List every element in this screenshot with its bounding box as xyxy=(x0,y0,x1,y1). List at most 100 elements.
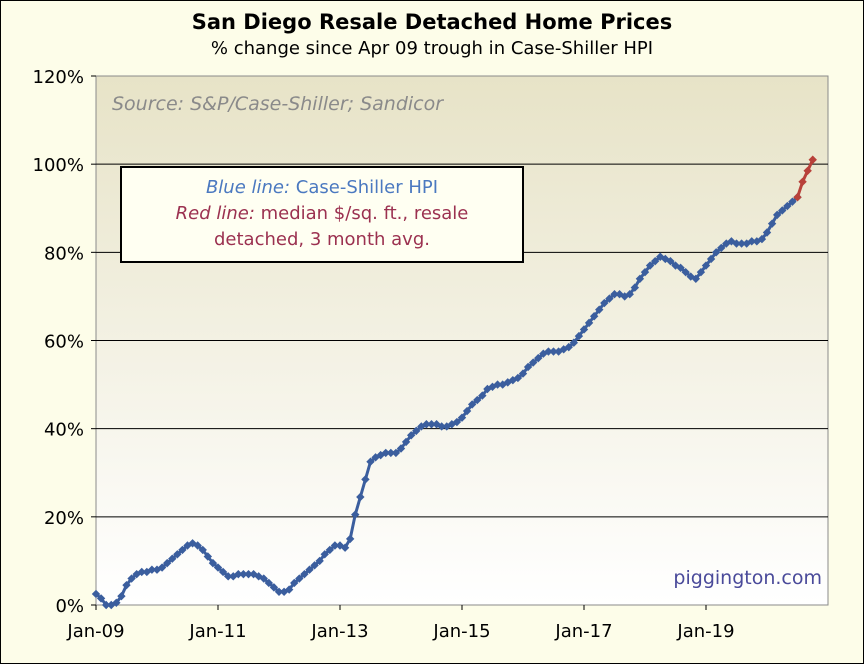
case-shiller-point xyxy=(269,583,279,592)
case-shiller-point xyxy=(112,598,121,607)
case-shiller-point xyxy=(310,561,319,570)
legend-blue-label: Blue line: xyxy=(205,177,291,198)
legend-red-label: Red line: xyxy=(175,203,255,224)
case-shiller-point xyxy=(569,338,579,347)
case-shiller-point xyxy=(676,263,685,272)
y-tick-label: 100% xyxy=(33,155,84,176)
case-shiller-point xyxy=(173,550,182,559)
case-shiller-point xyxy=(351,510,360,519)
case-shiller-point xyxy=(422,420,431,429)
case-shiller-point xyxy=(244,569,253,579)
case-shiller-point xyxy=(762,228,772,237)
case-shiller-point xyxy=(356,492,365,502)
case-shiller-point xyxy=(788,197,797,206)
y-tick-label: 20% xyxy=(44,508,84,529)
case-shiller-point xyxy=(279,587,289,596)
case-shiller-point xyxy=(178,545,187,555)
case-shiller-point xyxy=(213,563,223,572)
median-psf-point xyxy=(803,166,812,175)
legend-blue-text: Case-Shiller HPI xyxy=(290,177,439,198)
x-tick-label: Jan-13 xyxy=(310,621,368,642)
case-shiller-point xyxy=(615,290,624,299)
legend-box: Blue line: Case-Shiller HPI Red line: me… xyxy=(120,166,524,263)
case-shiller-point xyxy=(305,565,314,574)
case-shiller-point xyxy=(457,413,467,422)
case-shiller-point xyxy=(595,305,604,314)
case-shiller-point xyxy=(681,267,690,277)
case-shiller-point xyxy=(539,349,548,358)
case-shiller-point xyxy=(366,457,375,466)
case-shiller-point xyxy=(462,406,472,416)
case-shiller-point xyxy=(508,375,518,385)
median-psf-point xyxy=(793,193,802,202)
case-shiller-point xyxy=(549,347,558,356)
median-psf-point xyxy=(808,155,817,164)
case-shiller-point xyxy=(193,541,202,550)
case-shiller-point xyxy=(361,475,370,484)
case-shiller-point xyxy=(137,567,146,577)
case-shiller-point xyxy=(208,558,218,568)
case-shiller-point xyxy=(264,578,274,588)
case-shiller-point xyxy=(605,294,614,303)
median-psf-point xyxy=(798,177,807,186)
case-shiller-point xyxy=(722,239,731,248)
case-shiller-point xyxy=(320,550,329,559)
case-shiller-point xyxy=(732,239,741,248)
case-shiller-point xyxy=(518,369,528,378)
case-shiller-point xyxy=(437,422,446,431)
case-shiller-point xyxy=(473,395,482,405)
case-shiller-point xyxy=(452,417,462,427)
case-shiller-point xyxy=(767,219,777,228)
case-shiller-point xyxy=(290,578,299,588)
case-shiller-point xyxy=(711,248,721,257)
case-shiller-point xyxy=(534,353,543,363)
case-shiller-point xyxy=(778,206,787,215)
case-shiller-point xyxy=(223,572,233,581)
case-shiller-point xyxy=(493,380,502,389)
case-shiller-point xyxy=(239,569,248,579)
y-tick-label: 40% xyxy=(44,420,84,441)
case-shiller-point xyxy=(757,234,767,244)
case-shiller-point xyxy=(478,391,487,400)
x-tick-label: Jan-17 xyxy=(554,621,612,642)
case-shiller-point xyxy=(101,600,111,610)
case-shiller-point xyxy=(574,331,584,341)
legend-blue-entry: Blue line: Case-Shiller HPI xyxy=(122,175,522,201)
case-shiller-point xyxy=(772,210,782,220)
case-shiller-point xyxy=(127,574,136,583)
x-tick-label: Jan-09 xyxy=(66,621,124,642)
case-shiller-point xyxy=(752,237,762,246)
case-shiller-point xyxy=(274,587,284,596)
legend-red-text-2: detached, 3 month avg. xyxy=(214,229,430,250)
case-shiller-point xyxy=(600,298,609,308)
case-shiller-point xyxy=(259,574,268,583)
case-shiller-point xyxy=(249,569,258,579)
case-shiller-point xyxy=(427,420,436,429)
case-shiller-point xyxy=(330,541,340,550)
case-shiller-point xyxy=(625,290,634,299)
case-shiller-point xyxy=(584,318,594,328)
case-shiller-point xyxy=(168,554,177,563)
case-shiller-point xyxy=(335,541,345,550)
case-shiller-point xyxy=(396,444,406,453)
y-tick-label: 60% xyxy=(44,332,84,353)
case-shiller-point xyxy=(717,243,726,253)
x-tick-label: Jan-11 xyxy=(188,621,246,642)
case-shiller-point xyxy=(132,569,141,579)
case-shiller-point xyxy=(701,261,711,270)
chart-subtitle: % change since Apr 09 trough in Case-Shi… xyxy=(210,38,654,59)
case-shiller-point xyxy=(325,545,335,555)
case-shiller-point xyxy=(635,274,645,283)
case-shiller-point xyxy=(640,267,650,277)
case-shiller-point xyxy=(117,591,126,601)
case-shiller-point xyxy=(691,274,701,283)
case-shiller-point xyxy=(564,342,573,352)
chart-title: San Diego Resale Detached Home Prices xyxy=(191,10,673,34)
x-tick-label: Jan-19 xyxy=(676,621,734,642)
case-shiller-point xyxy=(523,362,533,372)
case-shiller-point xyxy=(513,373,523,383)
case-shiller-point xyxy=(742,239,751,248)
y-tick-label: 0% xyxy=(55,596,84,617)
case-shiller-point xyxy=(300,569,309,579)
